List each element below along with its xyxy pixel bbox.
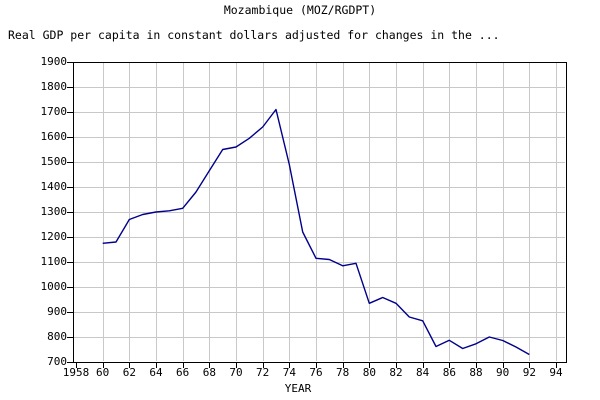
x-tick-label: 60 (96, 366, 110, 379)
y-tick-label: 900 (47, 305, 67, 318)
x-tick-label: 84 (416, 366, 430, 379)
x-tick-label: 70 (229, 366, 243, 379)
y-tick-label: 1500 (40, 155, 68, 168)
x-tick-label: 86 (442, 366, 456, 379)
x-tick-label: 76 (309, 366, 323, 379)
x-tick-label: 72 (256, 366, 270, 379)
y-tick-label: 1900 (40, 55, 68, 68)
y-tick-label: 800 (47, 330, 67, 343)
x-tick-label: 82 (389, 366, 403, 379)
y-tick-label: 1000 (40, 280, 68, 293)
x-tick-label: 74 (282, 366, 296, 379)
y-tick-label: 1800 (40, 80, 68, 93)
y-tick-label: 1600 (40, 130, 68, 143)
x-tick-label: 68 (202, 366, 216, 379)
y-tick-label: 1700 (40, 105, 68, 118)
x-axis-label: YEAR (284, 382, 312, 395)
x-tick-label: 80 (362, 366, 376, 379)
x-tick-label: 90 (496, 366, 510, 379)
y-tick-label: 1400 (40, 180, 68, 193)
y-tick-label: 1300 (40, 205, 68, 218)
y-tick-label: 1200 (40, 230, 68, 243)
x-tick-label: 64 (149, 366, 163, 379)
x-tick-label: 1958 (62, 366, 90, 379)
gdp-line (102, 108, 530, 356)
x-tick-label: 92 (522, 366, 536, 379)
chart-subtitle: Real GDP per capita in constant dollars … (8, 28, 500, 42)
x-tick-label: 94 (549, 366, 563, 379)
x-tick-label: 62 (122, 366, 136, 379)
x-tick-label: 66 (176, 366, 190, 379)
plot-frame (73, 62, 567, 363)
y-tick-label: 700 (47, 355, 67, 368)
y-tick-label: 1100 (40, 255, 68, 268)
x-tick-label: 88 (469, 366, 483, 379)
x-tick-label: 78 (336, 366, 350, 379)
chart-title: Mozambique (MOZ/RGDPT) (223, 3, 377, 17)
